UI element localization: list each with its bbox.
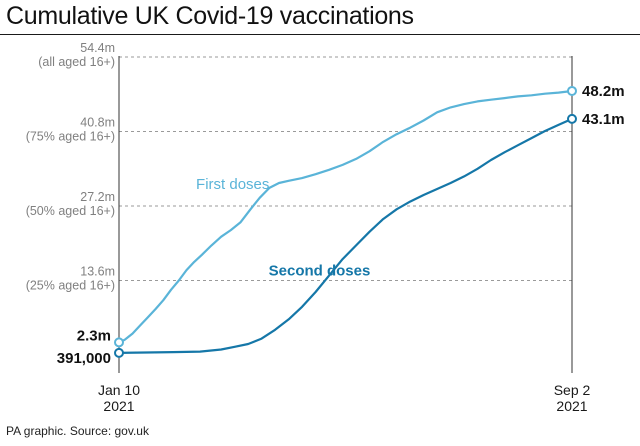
chart-labels: 13.6m(25% aged 16+) 27.2m(50% aged 16+) 40… <box>26 41 625 414</box>
y-tick-label: 13.6m <box>80 265 115 279</box>
series-start-marker <box>114 337 124 348</box>
series-name-label: First doses <box>196 176 269 193</box>
series-start-value: 391,000 <box>57 350 111 367</box>
source-note: PA graphic. Source: gov.uk <box>6 424 149 438</box>
series-end-value: 43.1m <box>582 111 625 128</box>
gridlines <box>119 56 572 281</box>
series-end-marker <box>567 85 577 96</box>
y-tick-sublabel: (25% aged 16+) <box>26 279 115 293</box>
y-tick-label: 40.8m <box>80 116 115 130</box>
x-tick-label: Sep 2 <box>554 382 591 398</box>
x-tick-sublabel: 2021 <box>103 398 134 414</box>
y-tick-label: 54.4m <box>80 41 115 55</box>
series-start-value: 2.3m <box>77 327 111 344</box>
x-tick-label: Jan 10 <box>98 382 140 398</box>
axes <box>118 56 573 373</box>
y-tick-sublabel: (50% aged 16+) <box>26 204 115 218</box>
chart-title: Cumulative UK Covid-19 vaccinations <box>6 2 414 30</box>
series-end-value: 48.2m <box>582 83 625 100</box>
series-name-label: Second doses <box>269 263 371 280</box>
series-start-marker <box>114 347 124 358</box>
x-tick-sublabel: 2021 <box>556 398 587 414</box>
series-end-marker <box>567 113 577 124</box>
series-line-second-doses <box>117 117 574 354</box>
y-tick-label: 27.2m <box>80 190 115 204</box>
series-line-first-doses <box>117 89 574 344</box>
series-lines <box>114 85 577 358</box>
y-tick-sublabel: (all aged 16+) <box>38 55 115 69</box>
y-tick-sublabel: (75% aged 16+) <box>26 130 115 144</box>
